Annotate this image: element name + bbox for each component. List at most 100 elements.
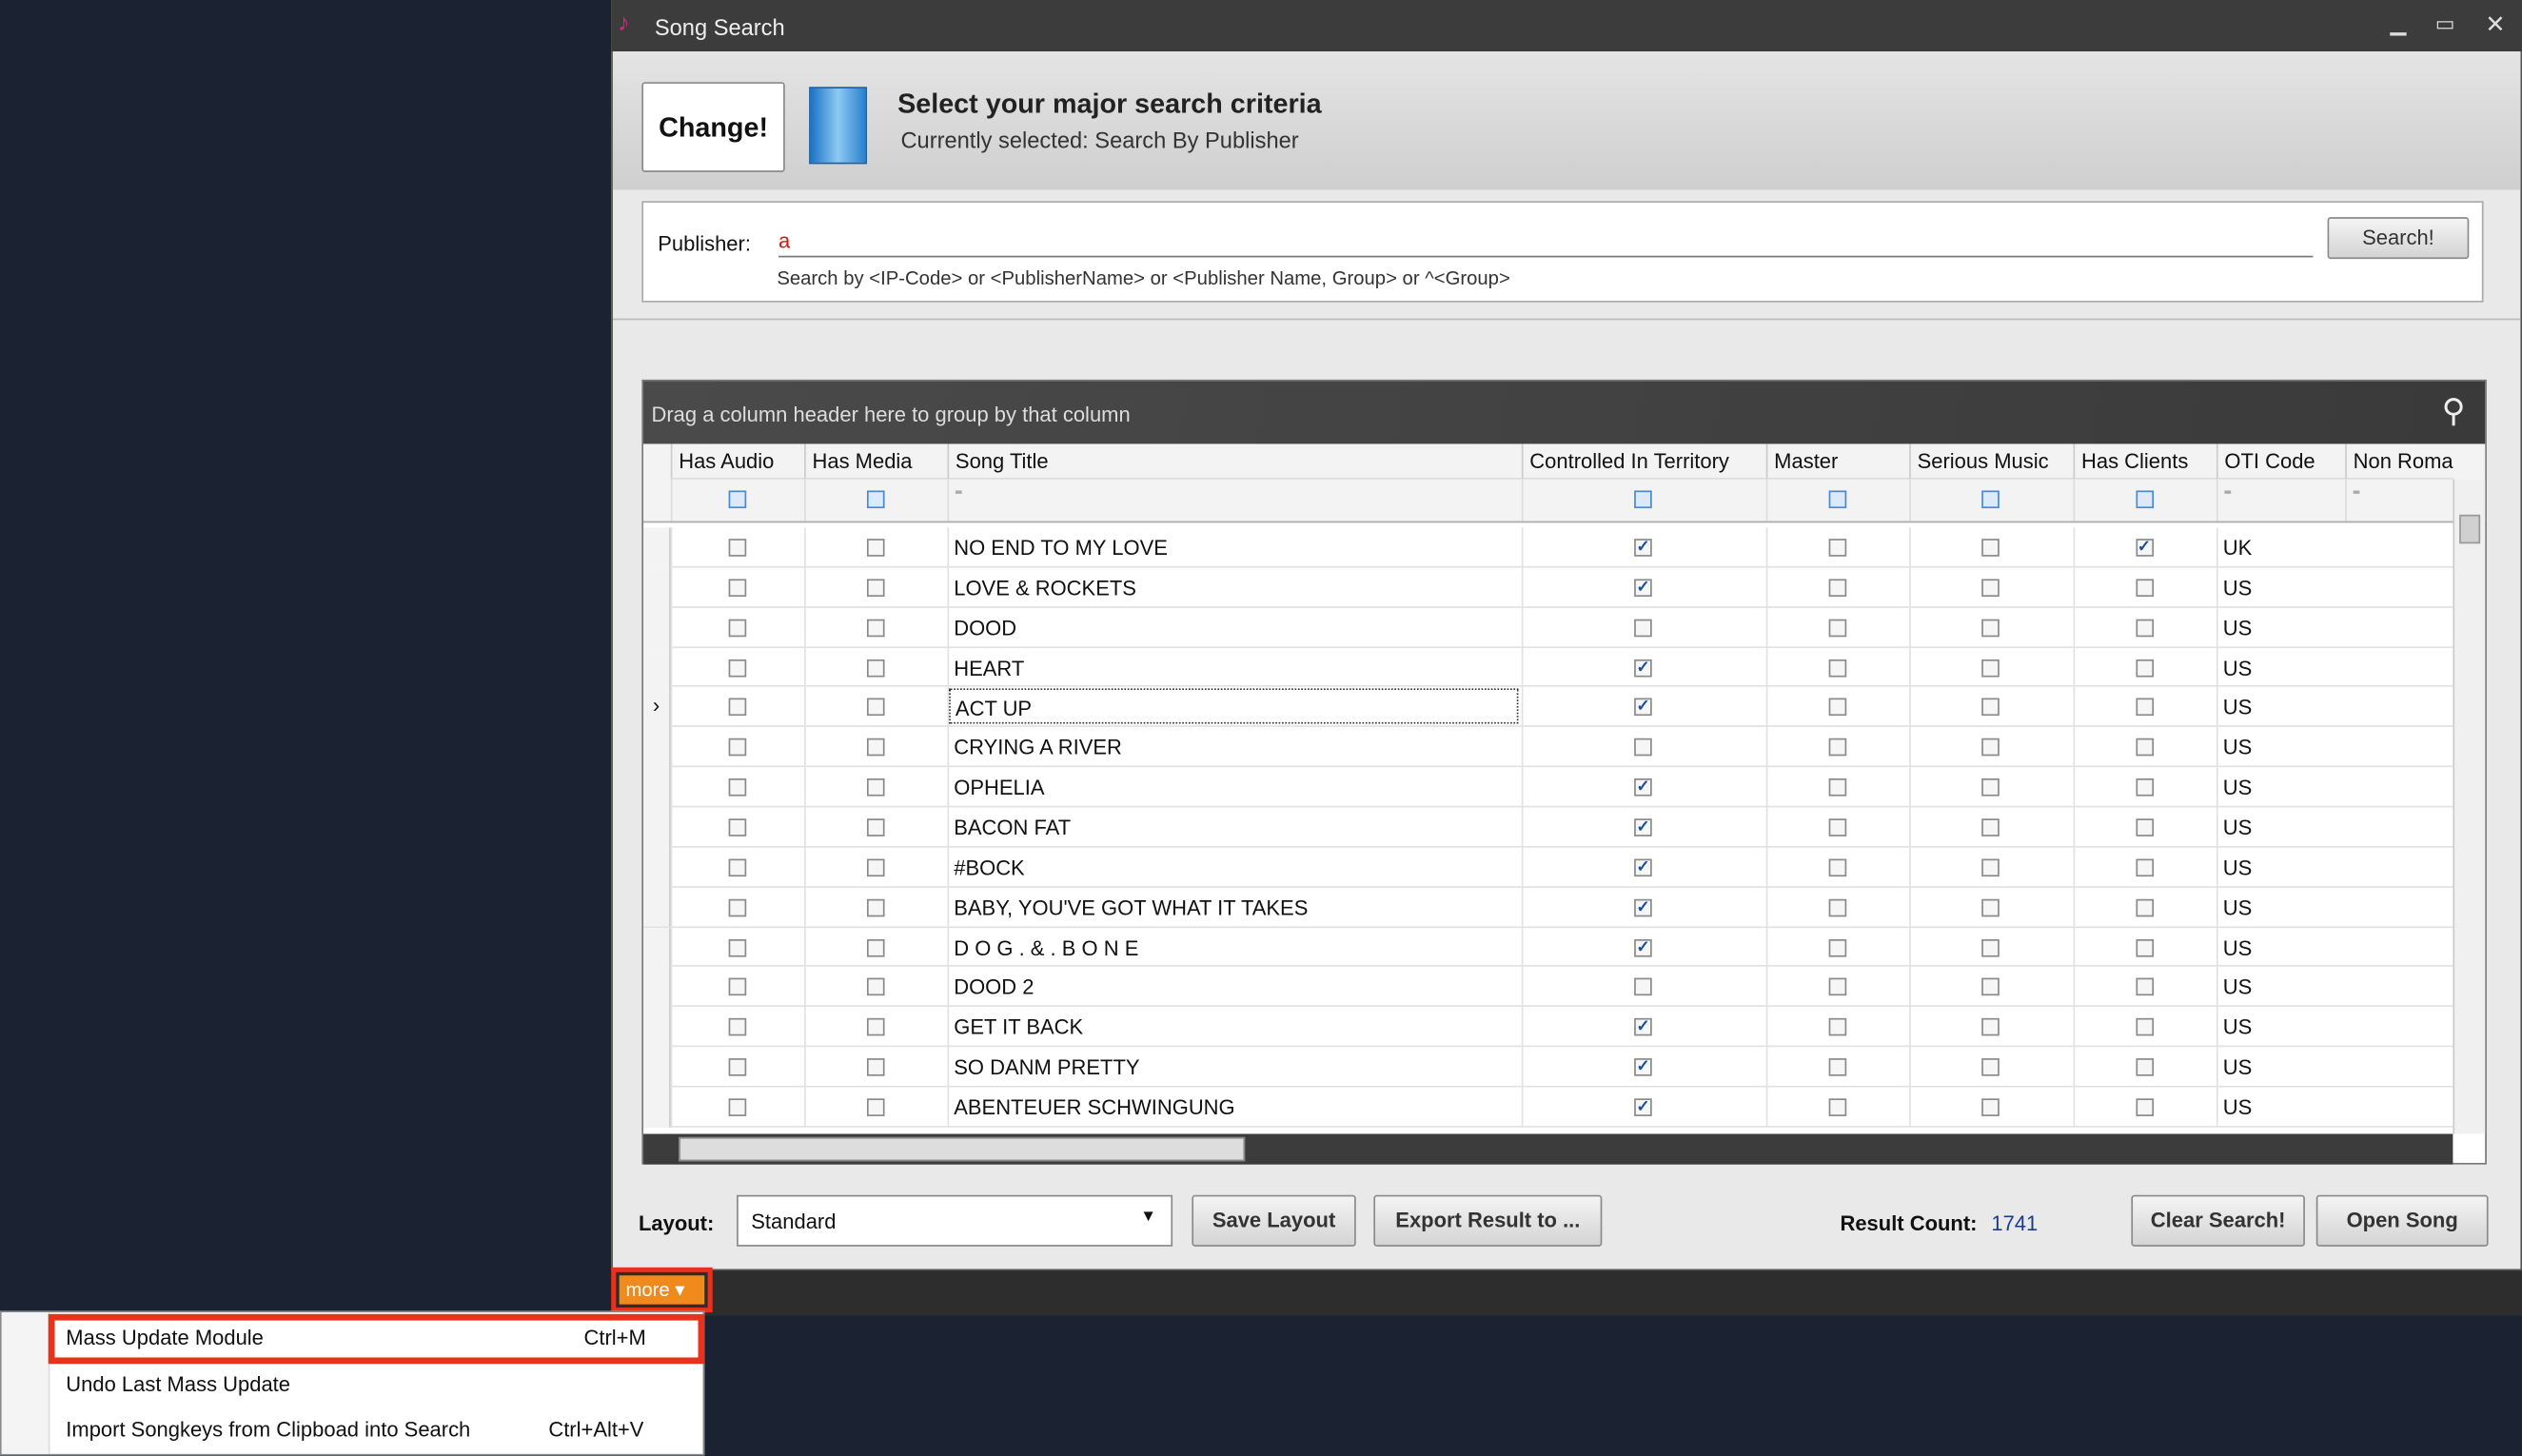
song-title[interactable]: NO END TO MY LOVE: [954, 535, 1168, 561]
checkbox[interactable]: ✓: [1634, 579, 1652, 597]
song-title[interactable]: ABENTEUER SCHWINGUNG: [954, 1094, 1235, 1120]
checkbox[interactable]: [1981, 738, 2000, 757]
save-layout-button[interactable]: Save Layout: [1192, 1194, 1356, 1247]
checkbox[interactable]: ✓: [1634, 818, 1652, 836]
checkbox[interactable]: [866, 978, 884, 996]
checkbox[interactable]: [866, 619, 884, 637]
checkbox[interactable]: [866, 539, 884, 557]
checkbox[interactable]: [866, 1018, 884, 1036]
checkbox[interactable]: [1634, 978, 1652, 996]
checkbox[interactable]: [866, 579, 884, 597]
song-title[interactable]: DOOD 2: [954, 974, 1034, 1000]
song-title[interactable]: LOVE & ROCKETS: [954, 575, 1136, 600]
checkbox[interactable]: [1981, 938, 2000, 956]
checkbox[interactable]: [2135, 579, 2154, 597]
checkbox[interactable]: [727, 778, 746, 797]
checkbox[interactable]: ✓: [1634, 698, 1652, 717]
checkbox[interactable]: [1981, 978, 2000, 996]
checkbox[interactable]: [727, 1058, 746, 1076]
checkbox[interactable]: [1981, 1058, 2000, 1076]
column-header[interactable]: OTI Code: [2216, 443, 2346, 480]
checkbox[interactable]: ✓: [1634, 778, 1652, 797]
checkbox[interactable]: [1981, 858, 2000, 876]
song-title[interactable]: SO DANM PRETTY: [954, 1054, 1140, 1080]
checkbox[interactable]: [727, 1098, 746, 1116]
song-title[interactable]: D O G . & . B O N E: [954, 935, 1139, 960]
checkbox[interactable]: ✓: [2135, 539, 2154, 557]
checkbox[interactable]: [727, 818, 746, 836]
checkbox[interactable]: [727, 858, 746, 876]
checkbox[interactable]: [727, 619, 746, 637]
checkbox[interactable]: [2135, 818, 2154, 836]
checkbox[interactable]: [2135, 619, 2154, 637]
checkbox[interactable]: [727, 978, 746, 996]
checkbox[interactable]: ✓: [1634, 858, 1652, 876]
checkbox[interactable]: [1981, 818, 2000, 836]
song-title[interactable]: CRYING A RIVER: [954, 735, 1122, 760]
vertical-scrollbar[interactable]: [2453, 479, 2486, 1134]
column-header[interactable]: Non Roman ...: [2345, 443, 2453, 480]
checkbox[interactable]: [1827, 619, 1846, 637]
song-title[interactable]: GET IT BACK: [954, 1014, 1084, 1040]
checkbox[interactable]: ✓: [1634, 659, 1652, 677]
horizontal-scrollbar[interactable]: [643, 1133, 2453, 1165]
checkbox[interactable]: [1981, 539, 2000, 557]
checkbox[interactable]: [1827, 1098, 1846, 1116]
checkbox[interactable]: [1827, 858, 1846, 876]
checkbox[interactable]: [727, 938, 746, 956]
menu-item[interactable]: Mass Update Module: [66, 1325, 264, 1349]
menu-item[interactable]: Import Songkeys from Clipboad into Searc…: [66, 1416, 471, 1442]
checkbox[interactable]: [866, 858, 884, 876]
checkbox[interactable]: [1827, 778, 1846, 797]
checkbox[interactable]: [1981, 579, 2000, 597]
checkbox[interactable]: [1827, 938, 1846, 956]
checkbox[interactable]: [727, 659, 746, 677]
checkbox[interactable]: [1827, 978, 1846, 996]
column-header[interactable]: Has Clients: [2073, 443, 2217, 480]
checkbox[interactable]: [1981, 698, 2000, 717]
search-input[interactable]: a: [778, 228, 2314, 258]
checkbox[interactable]: [2135, 1018, 2154, 1036]
song-title[interactable]: ACT UP: [949, 689, 1519, 724]
checkbox[interactable]: ✓: [1634, 1098, 1652, 1116]
checkbox[interactable]: [2135, 1058, 2154, 1076]
checkbox[interactable]: [1981, 1098, 2000, 1116]
filter-checkbox[interactable]: [1634, 490, 1652, 509]
column-header[interactable]: Has Audio: [670, 443, 805, 480]
menu-item[interactable]: Undo Last Mass Update: [66, 1370, 291, 1396]
song-title[interactable]: BABY, YOU'VE GOT WHAT IT TAKES: [954, 895, 1309, 920]
column-header[interactable]: Master: [1765, 443, 1910, 480]
checkbox[interactable]: [866, 698, 884, 717]
layout-select[interactable]: Standard ▼: [737, 1194, 1173, 1247]
checkbox[interactable]: [866, 938, 884, 956]
song-title[interactable]: HEART: [954, 655, 1025, 680]
checkbox[interactable]: [2135, 659, 2154, 677]
column-header[interactable]: Song Title: [947, 443, 1522, 480]
checkbox[interactable]: [866, 898, 884, 916]
checkbox[interactable]: [1827, 659, 1846, 677]
checkbox[interactable]: [866, 1098, 884, 1116]
open-button[interactable]: Open Song: [2315, 1194, 2489, 1247]
checkbox[interactable]: [866, 659, 884, 677]
close[interactable]: ✕: [2485, 10, 2506, 39]
checkbox[interactable]: [2135, 978, 2154, 996]
checkbox[interactable]: [2135, 1098, 2154, 1116]
checkbox[interactable]: [1827, 738, 1846, 757]
checkbox[interactable]: [1827, 1058, 1846, 1076]
column-header[interactable]: Controlled In Territory: [1521, 443, 1766, 480]
checkbox[interactable]: [866, 818, 884, 836]
filter-checkbox[interactable]: [866, 490, 884, 509]
checkbox[interactable]: [866, 738, 884, 757]
checkbox[interactable]: [2135, 858, 2154, 876]
checkbox[interactable]: [2135, 938, 2154, 956]
checkbox[interactable]: [2135, 698, 2154, 717]
search-button[interactable]: Search!: [2327, 217, 2470, 260]
checkbox[interactable]: [727, 698, 746, 717]
checkbox[interactable]: [1827, 539, 1846, 557]
checkbox[interactable]: [1827, 818, 1846, 836]
change-button[interactable]: Change!: [641, 82, 785, 172]
filter-checkbox[interactable]: [2135, 490, 2154, 509]
checkbox[interactable]: [727, 579, 746, 597]
minimize[interactable]: ▁: [2390, 10, 2407, 36]
song-title[interactable]: OPHELIA: [954, 775, 1045, 800]
